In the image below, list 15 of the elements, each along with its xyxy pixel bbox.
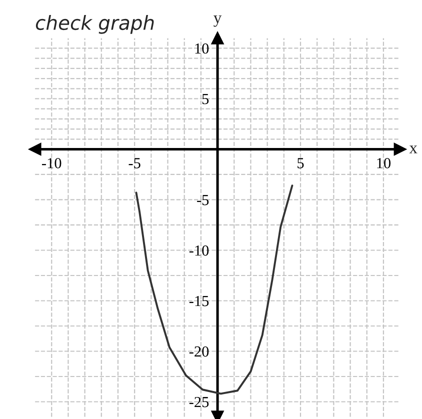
y-tick-label: 5 — [202, 94, 209, 104]
y-tick-label: -25 — [189, 396, 209, 408]
chart-title: check graph — [36, 15, 154, 34]
x-tick-label: -10 — [42, 158, 62, 168]
y-tick-label: -20 — [189, 346, 209, 357]
x-tick-label: 10 — [377, 158, 391, 168]
x-axis-title: x — [409, 146, 418, 154]
y-tick-label: -15 — [189, 296, 209, 306]
x-tick-label: -5 — [128, 158, 140, 168]
line-series — [135, 184, 294, 395]
x-tick-label: 5 — [298, 158, 304, 168]
y-tick-label: -5 — [197, 195, 209, 206]
y-tick-label: -10 — [189, 245, 209, 256]
y-tick-label: 10 — [195, 43, 209, 54]
y-axis-title: y — [214, 16, 222, 27]
